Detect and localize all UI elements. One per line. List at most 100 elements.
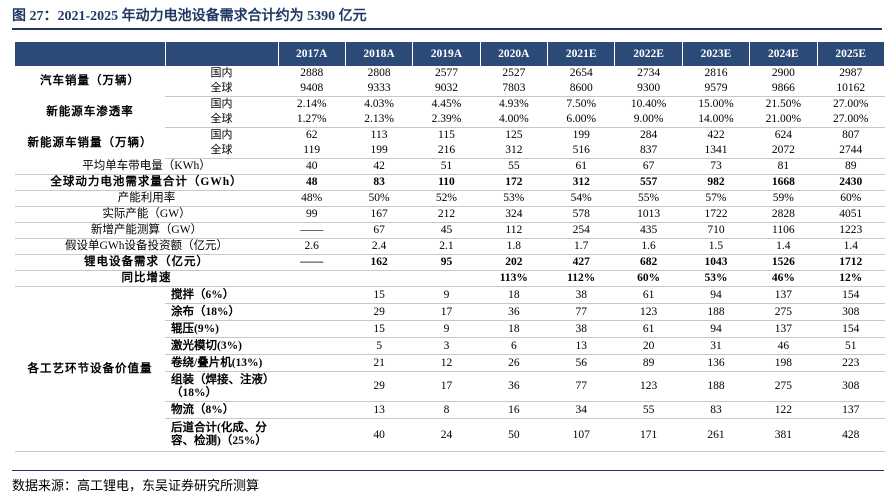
- column-header: 2020A: [480, 42, 549, 66]
- table-cell: 154: [817, 286, 885, 304]
- table-cell: [278, 418, 346, 452]
- table-cell: 16: [480, 401, 548, 419]
- table-cell: 308: [817, 303, 885, 321]
- table-cell: 38: [547, 320, 615, 338]
- table-cell: 136: [682, 354, 750, 372]
- table-cell: 4.93%: [498, 98, 529, 110]
- row-sublabel: 全球: [165, 81, 278, 97]
- table-cell: 53%: [682, 270, 750, 287]
- table-cell: 2888: [300, 67, 324, 79]
- data-table: 2017A 2018A 2019A 2020A 2021E 2022E 2023E 2024E…: [15, 42, 885, 452]
- row-sublabel: 搅拌（6%）: [165, 286, 278, 304]
- table-cell: 24: [412, 418, 481, 452]
- table-cell: 807: [842, 129, 860, 141]
- table-row: 假设单GWh设备投资额（亿元） 2.6 2.4 2.1 1.8 1.7 1.6 1.5 1.4 1…: [15, 238, 885, 255]
- table-cell: 94: [682, 286, 750, 304]
- table-cell: 9866: [749, 81, 817, 97]
- table-cell: 123: [614, 371, 683, 402]
- header-blank: [165, 42, 279, 66]
- table-cell: 36: [480, 371, 548, 402]
- table-cell: 2.4: [345, 238, 413, 255]
- table-cell: 83: [345, 174, 413, 191]
- table-cell: 122: [749, 401, 817, 419]
- row-label: 全球动力电池需求量合计（GWh）: [15, 174, 278, 191]
- table-cell: 422: [707, 129, 725, 141]
- table-cell: 51: [817, 337, 885, 355]
- table-cell: 557: [614, 174, 683, 191]
- table-cell: 4.00%: [480, 112, 548, 128]
- table-cell: 1.4: [817, 238, 885, 255]
- table-cell: 1341: [682, 143, 750, 159]
- table-cell: 46%: [749, 270, 817, 287]
- header-row: 2017A 2018A 2019A 2020A 2021E 2022E 2023E 2024E…: [15, 42, 885, 66]
- row-label: 各工艺环节设备价值量: [15, 286, 165, 452]
- column-header: 2023E: [682, 42, 751, 66]
- table-cell: [278, 320, 346, 338]
- table-cell: 1.7: [547, 238, 615, 255]
- table-row: 汽车销量（万辆） 国内 2888 2808 2577 2527 2654 2734 2816 29…: [15, 66, 885, 87]
- table-cell: 516: [547, 143, 615, 159]
- table-cell: 77: [547, 371, 615, 402]
- row-label: 同比增速: [15, 270, 278, 287]
- table-cell: 10162: [817, 81, 885, 97]
- row-label: 新增产能测算（GW）: [15, 222, 278, 239]
- table-row: 新能源车销量（万辆） 国内 62 113 115 125 199 284 422 624 807: [15, 128, 885, 149]
- row-label: 平均单车带电量（KWh）: [15, 158, 278, 175]
- table-cell: 427: [547, 254, 615, 271]
- table-cell: 38: [547, 286, 615, 304]
- table-row: 涂布（18%） 29 17 36 77 123 188 275 308: [15, 303, 885, 321]
- table-cell: 275: [749, 303, 817, 321]
- table-cell: 107: [547, 418, 615, 452]
- row-label: 锂电设备需求（亿元）: [15, 254, 278, 271]
- column-header: 2022E: [614, 42, 683, 66]
- table-cell: 167: [345, 206, 413, 223]
- table-cell: 1106: [749, 222, 817, 239]
- table-cell: 837: [614, 143, 683, 159]
- table-cell: 123: [614, 303, 683, 321]
- table-cell: [412, 270, 481, 287]
- table-cell: 29: [345, 303, 413, 321]
- table-row: 新增产能测算（GW） —— 67 45 112 254 435 710 1106 1223: [15, 222, 885, 239]
- table-cell: 125: [505, 129, 523, 141]
- table-cell: 9032: [412, 81, 481, 97]
- table-cell: 982: [682, 174, 750, 191]
- table-cell: 48: [278, 174, 346, 191]
- table-cell: 199: [345, 143, 413, 159]
- table-cell: 4.03%: [364, 98, 394, 110]
- table-row: 实际产能（GW） 99 167 212 324 578 1013 1722 2828 4051: [15, 206, 885, 223]
- table-cell: 112%: [547, 270, 615, 287]
- table-cell: 67: [614, 158, 683, 175]
- table-cell: 202: [480, 254, 548, 271]
- table-cell: 115: [438, 129, 455, 141]
- table-cell: [278, 354, 346, 372]
- table-cell: 1043: [682, 254, 750, 271]
- table-cell: 2654: [569, 67, 593, 79]
- table-cell: 172: [480, 174, 548, 191]
- table-row: 锂电设备需求（亿元） —— 162 95 202 427 682 1043 1526 1712: [15, 254, 885, 271]
- table-cell: 42: [345, 158, 413, 175]
- table-cell: 56: [547, 354, 615, 372]
- table-cell: 77: [547, 303, 615, 321]
- table-cell: 40: [345, 418, 413, 452]
- table-row: 新能源车渗透率 国内 2.14% 4.03% 4.45% 4.93% 7.50% 10.40%…: [15, 97, 885, 118]
- table-cell: 381: [749, 418, 817, 452]
- table-row: 各工艺环节设备价值量 搅拌（6%） 15 9 18 38 61 94 137 154: [15, 286, 885, 452]
- table-row: 全球 119 199 216 312 516 837 1341 2072 2744: [15, 143, 885, 159]
- table-cell: 682: [614, 254, 683, 271]
- table-cell: 1.27%: [278, 112, 346, 128]
- table-cell: 50%: [345, 190, 413, 207]
- table-cell: 5: [345, 337, 413, 355]
- table-cell: 223: [817, 354, 885, 372]
- row-sublabel: 后道合计(化成、分容、检测)（25%）: [165, 418, 278, 452]
- table-cell: 1526: [749, 254, 817, 271]
- row-label: 假设单GWh设备投资额（亿元）: [15, 238, 278, 255]
- table-cell: 137: [817, 401, 885, 419]
- table-cell: 60%: [614, 270, 683, 287]
- table-cell: 55%: [614, 190, 683, 207]
- table-cell: 17: [412, 303, 481, 321]
- table-cell: 1.5: [682, 238, 750, 255]
- table-cell: 216: [412, 143, 481, 159]
- column-header: 2025E: [817, 42, 885, 66]
- table-cell: 9408: [278, 81, 346, 97]
- table-cell: 578: [547, 206, 615, 223]
